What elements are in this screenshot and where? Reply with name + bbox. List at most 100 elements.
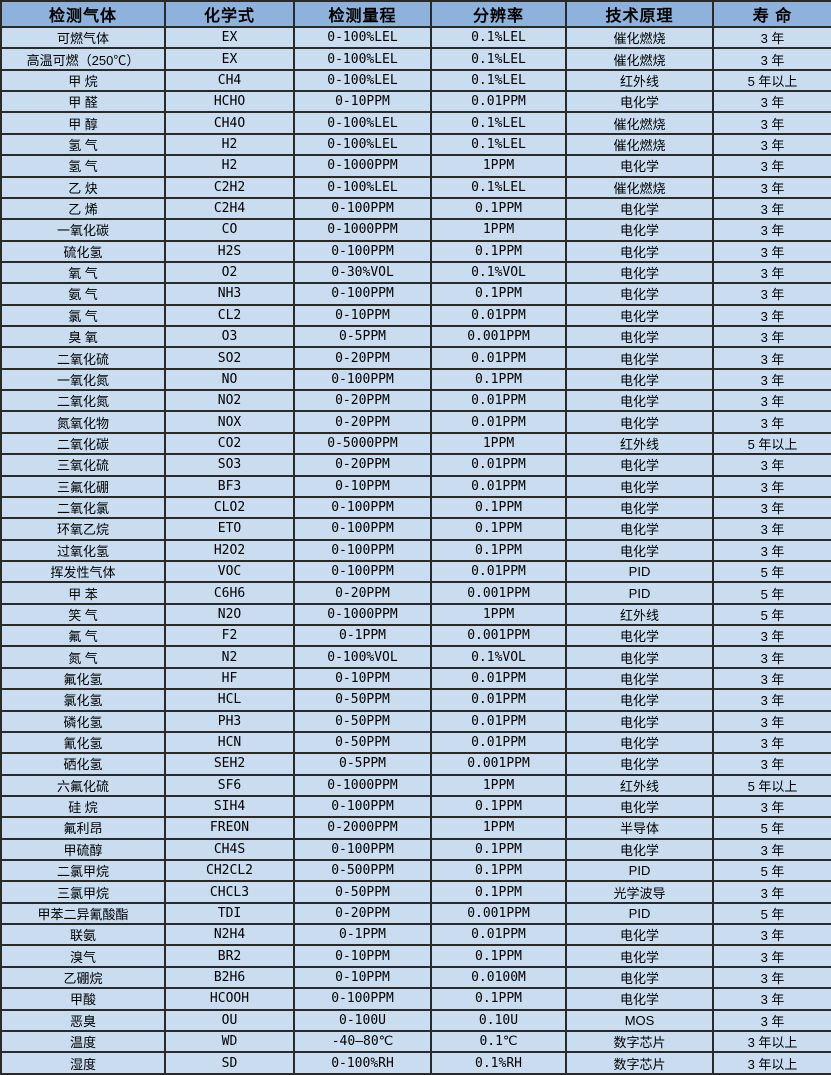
cell-gas: 二氧化硫: [0, 346, 166, 370]
cell-lifespan: 5 年以上: [712, 68, 831, 93]
cell-lifespan: 3 年: [712, 367, 831, 392]
cell-lifespan: 5 年: [712, 858, 831, 883]
cell-resolution: 0.1%LEL: [430, 132, 567, 157]
cell-lifespan: 3 年: [712, 325, 831, 349]
column-header-formula: 化学式: [164, 0, 295, 28]
cell-range: 0-100PPM: [293, 282, 432, 306]
table-row: 三氟化硼 BF3 0-10PPM 0.01PPM 电化学 3 年: [0, 474, 831, 498]
cell-formula: SF6: [164, 773, 295, 797]
cell-formula: SO2: [164, 346, 295, 370]
table-row: 氢 气 H2 0-100%LEL 0.1%LEL 催化燃烧 3 年: [0, 132, 831, 157]
table-row: 三氯甲烷 CHCL3 0-50PPM 0.1PPM 光学波导 3 年: [0, 880, 831, 904]
cell-resolution: 0.1%VOL: [430, 260, 567, 285]
cell-lifespan: 3 年: [712, 1008, 831, 1032]
cell-resolution: 1PPM: [430, 431, 567, 456]
table-row: 甲苯二异氰酸酯 TDI 0-20PPM 0.001PPM PID 5 年: [0, 901, 831, 926]
cell-gas: 硫化氢: [0, 239, 166, 263]
table-row: 臭 氧 O3 0-5PPM 0.001PPM 电化学 3 年: [0, 325, 831, 349]
cell-formula: HCL: [164, 688, 295, 712]
cell-principle: 电化学: [565, 495, 714, 520]
cell-principle: 红外线: [565, 773, 714, 797]
cell-range: 0-5PPM: [293, 752, 432, 776]
cell-range: 0-1000PPM: [293, 602, 432, 627]
cell-principle: 电化学: [565, 474, 714, 498]
table-row: 氯 气 CL2 0-10PPM 0.01PPM 电化学 3 年: [0, 303, 831, 328]
cell-formula: H2O2: [164, 538, 295, 563]
cell-formula: CLO2: [164, 495, 295, 520]
cell-range: 0-50PPM: [293, 880, 432, 904]
cell-range: 0-100PPM: [293, 239, 432, 263]
cell-resolution: 0.1PPM: [430, 517, 567, 541]
cell-gas: 甲 醇: [0, 111, 166, 135]
cell-range: 0-100%LEL: [293, 111, 432, 135]
cell-gas: 二氧化氯: [0, 495, 166, 520]
cell-formula: SEH2: [164, 752, 295, 776]
cell-formula: NO2: [164, 389, 295, 413]
cell-lifespan: 3 年: [712, 239, 831, 263]
cell-resolution: 0.01PPM: [430, 453, 567, 477]
cell-gas: 氯化氢: [0, 688, 166, 712]
cell-lifespan: 5 年: [712, 901, 831, 926]
table-row: 联氨 N2H4 0-1PPM 0.01PPM 电化学 3 年: [0, 923, 831, 947]
cell-formula: F2: [164, 624, 295, 648]
cell-range: 0-10PPM: [293, 303, 432, 328]
cell-principle: 电化学: [565, 303, 714, 328]
cell-formula: C2H4: [164, 196, 295, 221]
cell-resolution: 0.1PPM: [430, 495, 567, 520]
cell-gas: 甲硫醇: [0, 837, 166, 862]
cell-range: 0-5000PPM: [293, 431, 432, 456]
cell-range: 0-50PPM: [293, 688, 432, 712]
cell-formula: HCHO: [164, 90, 295, 114]
table-row: 磷化氢 PH3 0-50PPM 0.01PPM 电化学 3 年: [0, 709, 831, 733]
cell-lifespan: 3 年: [712, 47, 831, 71]
cell-resolution: 0.01PPM: [430, 688, 567, 712]
cell-lifespan: 3 年: [712, 282, 831, 306]
cell-gas: 温度: [0, 1029, 166, 1054]
cell-range: 0-100%LEL: [293, 132, 432, 157]
cell-gas: 甲 醛: [0, 90, 166, 114]
cell-gas: 三氯甲烷: [0, 880, 166, 904]
cell-formula: CHCL3: [164, 880, 295, 904]
cell-lifespan: 3 年: [712, 453, 831, 477]
cell-principle: 电化学: [565, 624, 714, 648]
cell-resolution: 0.1%LEL: [430, 175, 567, 199]
cell-gas: 臭 氧: [0, 325, 166, 349]
cell-range: 0-100PPM: [293, 196, 432, 221]
cell-principle: 电化学: [565, 346, 714, 370]
table-row: 二氧化氯 CLO2 0-100PPM 0.1PPM 电化学 3 年: [0, 495, 831, 520]
cell-formula: VOC: [164, 559, 295, 584]
cell-resolution: 0.1%LEL: [430, 111, 567, 135]
cell-range: 0-100PPM: [293, 559, 432, 584]
cell-lifespan: 3 年: [712, 752, 831, 776]
cell-principle: 电化学: [565, 196, 714, 221]
table-row: 二氧化碳 CO2 0-5000PPM 1PPM 红外线 5 年以上: [0, 431, 831, 456]
cell-gas: 环氧乙烷: [0, 517, 166, 541]
cell-range: 0-50PPM: [293, 730, 432, 755]
cell-range: 0-100%VOL: [293, 645, 432, 669]
cell-range: 0-10PPM: [293, 90, 432, 114]
cell-lifespan: 5 年: [712, 816, 831, 840]
cell-resolution: 0.1℃: [430, 1029, 567, 1054]
table-body: 可燃气体 EX 0-100%LEL 0.1%LEL 催化燃烧 3 年高温可燃（250℃） E…: [0, 25, 831, 1075]
cell-principle: 电化学: [565, 538, 714, 563]
cell-resolution: 0.1PPM: [430, 944, 567, 968]
cell-principle: 电化学: [565, 987, 714, 1011]
cell-gas: 氰化氢: [0, 730, 166, 755]
cell-lifespan: 3 年: [712, 90, 831, 114]
cell-gas: 二氧化氮: [0, 389, 166, 413]
cell-range: 0-100PPM: [293, 367, 432, 392]
cell-resolution: 0.1PPM: [430, 282, 567, 306]
cell-gas: 可燃气体: [0, 25, 166, 50]
cell-formula: NH3: [164, 282, 295, 306]
cell-resolution: 0.1%LEL: [430, 25, 567, 50]
cell-principle: 电化学: [565, 367, 714, 392]
cell-resolution: 0.1PPM: [430, 367, 567, 392]
cell-range: 0-20PPM: [293, 410, 432, 434]
cell-gas: 二氧化碳: [0, 431, 166, 456]
cell-range: 0-100%LEL: [293, 68, 432, 93]
cell-principle: 电化学: [565, 965, 714, 990]
cell-resolution: 0.01PPM: [430, 559, 567, 584]
cell-lifespan: 3 年: [712, 666, 831, 691]
cell-formula: B2H6: [164, 965, 295, 990]
cell-gas: 磷化氢: [0, 709, 166, 733]
